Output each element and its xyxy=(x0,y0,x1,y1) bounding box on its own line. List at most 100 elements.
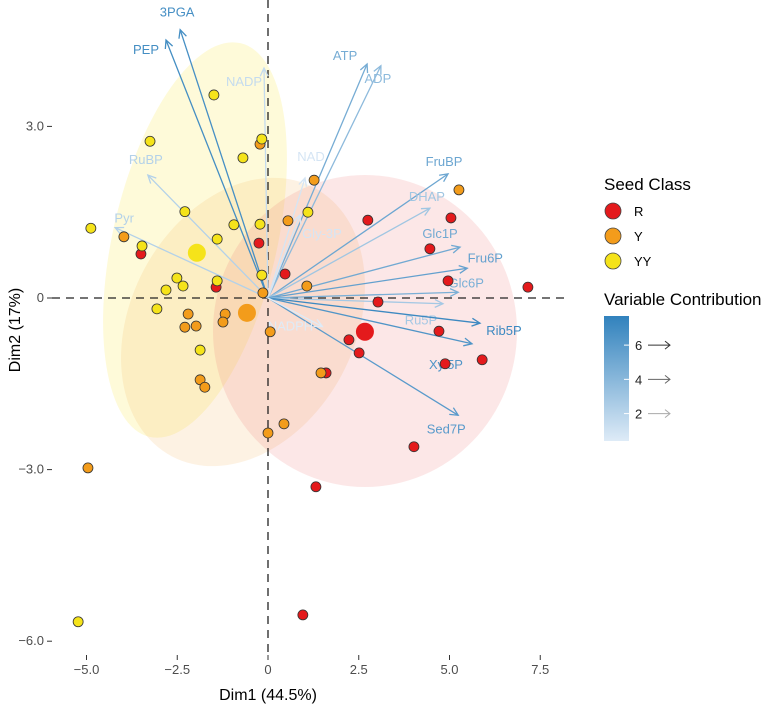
legend-swatch-Y xyxy=(604,227,622,245)
point-YY xyxy=(151,303,163,315)
arrow-ADP xyxy=(267,65,382,299)
variable-label: PEP xyxy=(133,42,159,57)
point-Y xyxy=(190,320,202,332)
arrow-Pyr xyxy=(114,227,269,299)
arrow-NADPH xyxy=(267,297,323,328)
arrow-FruBP xyxy=(267,173,449,299)
point-YY xyxy=(177,280,189,292)
arrowhead-icon xyxy=(113,226,125,236)
point-R xyxy=(433,325,445,337)
arrowhead-icon xyxy=(439,173,450,183)
point-Y xyxy=(257,287,269,299)
point-YY xyxy=(72,616,84,628)
variable-label: Glc6P xyxy=(449,275,484,290)
point-Y xyxy=(217,316,229,328)
point-Y xyxy=(118,231,130,243)
variable-label: Glc1P xyxy=(422,226,457,241)
point-R xyxy=(253,237,265,249)
x-axis-title: Dim1 (44.5%) xyxy=(219,687,317,704)
point-Y xyxy=(82,462,94,474)
point-Y xyxy=(262,427,274,439)
variable-label: Fru6P xyxy=(468,250,503,265)
arrowhead-icon xyxy=(449,407,460,417)
point-R xyxy=(424,243,436,255)
legend-seed-title: Seed Class xyxy=(604,175,691,194)
variable-label: 3PGA xyxy=(160,5,195,20)
variable-label: Pyr xyxy=(114,211,134,226)
x-tick-label: 0 xyxy=(264,662,271,677)
x-tick-label: 7.5 xyxy=(531,662,549,677)
point-YY xyxy=(144,135,156,147)
point-R xyxy=(279,268,291,280)
axes: −5.0 −2.5 0 2.5 5.0 7.5 3.0 0 −3.0 −6.0 Dim1 (44.5… xyxy=(7,0,570,704)
legend-label: Y xyxy=(634,229,643,244)
centroid-Y xyxy=(237,303,256,322)
point-Y xyxy=(182,308,194,320)
colorbar-label: 4 xyxy=(635,372,642,387)
point-R xyxy=(343,334,355,346)
arrow-Glc1P xyxy=(267,246,461,299)
point-YY xyxy=(211,275,223,287)
variable-label: DHAP xyxy=(409,189,445,204)
legend-swatch-R xyxy=(604,202,622,220)
x-tick-label: −2.5 xyxy=(164,662,190,677)
arrow-key-icon xyxy=(648,340,671,350)
arrowhead-icon xyxy=(373,64,382,75)
colorbar-label: 6 xyxy=(635,338,642,353)
variable-label: NADP xyxy=(226,74,262,89)
variable-label: Ru5P xyxy=(405,313,438,328)
arrowhead-icon xyxy=(451,244,462,254)
ellipse-Y xyxy=(121,177,365,467)
point-R xyxy=(353,347,365,359)
arrow-PEP xyxy=(165,39,269,299)
variable-label: NADPH xyxy=(268,319,314,334)
arrow-Rib5P xyxy=(267,297,481,324)
arrowhead-icon xyxy=(449,288,460,298)
point-Y xyxy=(282,215,294,227)
point-R xyxy=(372,296,384,308)
arrow-Gly-3P xyxy=(267,214,301,299)
centroid-R xyxy=(355,322,374,341)
legend-label: YY xyxy=(634,254,652,269)
colorbar-label: 2 xyxy=(635,407,642,422)
arrowhead-icon xyxy=(458,264,469,274)
x-tick-label: 5.0 xyxy=(440,662,458,677)
point-R xyxy=(476,354,488,366)
point-YY xyxy=(211,233,223,245)
point-YY xyxy=(171,272,183,284)
point-Y xyxy=(278,418,290,430)
point-R xyxy=(442,275,454,287)
point-Y xyxy=(179,321,191,333)
y-tick-label: 0 xyxy=(37,290,44,305)
arrow-NADP xyxy=(263,68,269,299)
arrow-Glc6P xyxy=(267,291,459,299)
arrow-NAD xyxy=(267,177,306,299)
point-YY xyxy=(208,89,220,101)
arrowhead-icon xyxy=(359,62,369,74)
legend-swatch-YY xyxy=(604,252,622,270)
point-YY xyxy=(136,240,148,252)
variable-label: Sed7P xyxy=(427,421,466,436)
arrow-Fru6P xyxy=(267,267,468,299)
centroid-YY xyxy=(187,243,206,262)
points xyxy=(72,89,534,628)
arrowhead-icon xyxy=(298,176,308,187)
arrow-Ru5P xyxy=(267,297,443,305)
point-Y xyxy=(264,326,276,338)
point-YY xyxy=(85,222,97,234)
point-R xyxy=(297,609,309,621)
arrowhead-icon xyxy=(259,66,269,77)
point-YY xyxy=(228,219,240,231)
point-YY xyxy=(256,269,268,281)
point-YY xyxy=(160,284,172,296)
point-R xyxy=(362,214,374,226)
arrowhead-icon xyxy=(164,38,174,50)
point-YY xyxy=(302,206,314,218)
arrow-key-icon xyxy=(648,374,671,384)
point-Y xyxy=(453,184,465,196)
point-YY xyxy=(179,206,191,218)
point-R xyxy=(439,358,451,370)
x-tick-label: 2.5 xyxy=(350,662,368,677)
arrowhead-icon xyxy=(146,173,157,184)
